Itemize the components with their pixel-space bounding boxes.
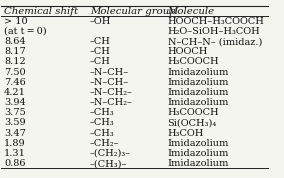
Text: Imidazolium: Imidazolium <box>168 68 229 77</box>
Text: 3.75: 3.75 <box>4 108 26 117</box>
Text: 8.64: 8.64 <box>4 37 26 46</box>
Text: H₃COOCH: H₃COOCH <box>168 108 219 117</box>
Text: H₃COOCH: H₃COOCH <box>168 57 219 67</box>
Text: 3.94: 3.94 <box>4 98 26 107</box>
Text: 8.12: 8.12 <box>4 57 26 67</box>
Text: –(CH₂)₃–: –(CH₂)₃– <box>90 149 131 158</box>
Text: 1.31: 1.31 <box>4 149 26 158</box>
Text: 8.17: 8.17 <box>4 47 26 56</box>
Text: –CH₃: –CH₃ <box>90 129 114 138</box>
Text: Imidazolium: Imidazolium <box>168 98 229 107</box>
Text: 7.46: 7.46 <box>4 78 26 87</box>
Text: N–CH–N– (imidaz.): N–CH–N– (imidaz.) <box>168 37 262 46</box>
Text: 0.86: 0.86 <box>4 159 26 168</box>
Text: –CH: –CH <box>90 47 111 56</box>
Text: Si(OCH₃)₄: Si(OCH₃)₄ <box>168 119 217 127</box>
Text: (at t = 0): (at t = 0) <box>4 27 47 36</box>
Text: Molecular group: Molecular group <box>90 7 176 16</box>
Text: 3.59: 3.59 <box>4 119 26 127</box>
Text: HOOCH: HOOCH <box>168 47 208 56</box>
Text: Molecule: Molecule <box>168 7 215 16</box>
Text: H₂O–SiOH–H₃COH: H₂O–SiOH–H₃COH <box>168 27 260 36</box>
Text: –N–CH–: –N–CH– <box>90 78 129 87</box>
Text: –CH₂–: –CH₂– <box>90 139 119 148</box>
Text: –CH: –CH <box>90 57 111 67</box>
Text: Imidazolium: Imidazolium <box>168 149 229 158</box>
Text: Chemical shift: Chemical shift <box>4 7 78 16</box>
Text: > 10: > 10 <box>4 17 28 26</box>
Text: –N–CH–: –N–CH– <box>90 68 129 77</box>
Text: H₃COH: H₃COH <box>168 129 204 138</box>
Text: Imidazolium: Imidazolium <box>168 159 229 168</box>
Text: HOOCH–H₃COOCH: HOOCH–H₃COOCH <box>168 17 264 26</box>
Text: –OH: –OH <box>90 17 111 26</box>
Text: 1.89: 1.89 <box>4 139 26 148</box>
Text: 3.47: 3.47 <box>4 129 26 138</box>
Text: –CH: –CH <box>90 37 111 46</box>
Text: –N–CH₂–: –N–CH₂– <box>90 98 133 107</box>
Text: –(CH₃)–: –(CH₃)– <box>90 159 127 168</box>
Text: Imidazolium: Imidazolium <box>168 78 229 87</box>
Text: –CH₃: –CH₃ <box>90 108 114 117</box>
Text: Imidazolium: Imidazolium <box>168 139 229 148</box>
Text: Imidazolium: Imidazolium <box>168 88 229 97</box>
Text: –N–CH₂–: –N–CH₂– <box>90 88 133 97</box>
Text: 7.50: 7.50 <box>4 68 26 77</box>
Text: 4.21: 4.21 <box>4 88 26 97</box>
Text: –CH₃: –CH₃ <box>90 119 114 127</box>
